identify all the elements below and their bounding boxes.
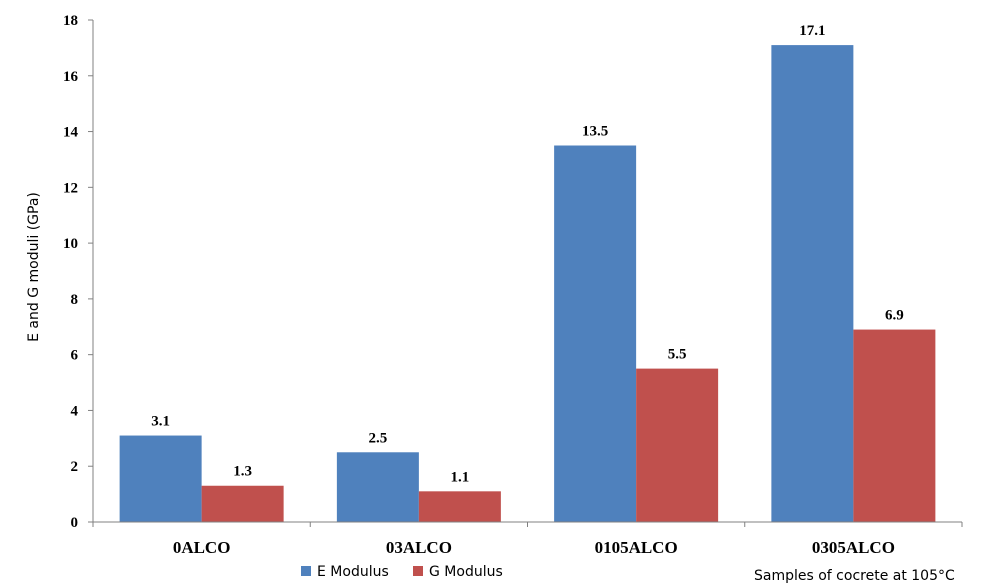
data-label-g-modulus: 1.3	[233, 464, 252, 480]
bar-g-modulus	[853, 329, 936, 522]
bar-g-modulus	[418, 491, 501, 522]
data-label-g-modulus: 6.9	[885, 308, 904, 324]
bar-g-modulus	[201, 485, 284, 522]
y-tick-label: 14	[63, 125, 79, 141]
x-axis: 0ALCO 03ALCO 0105ALCO 0305ALCO	[92, 521, 963, 557]
x-tick-label: 03ALCO	[386, 538, 452, 557]
data-label-e-modulus: 2.5	[369, 430, 388, 446]
x-tick-label: 0305ALCO	[812, 538, 895, 557]
data-label-g-modulus: 1.1	[451, 469, 470, 485]
y-tick-label: 2	[71, 459, 79, 475]
y-tick-label: 16	[63, 69, 79, 85]
y-axis: 0 2 4 6 8 10 12 14 16 18	[63, 13, 94, 531]
y-tick-label: 10	[63, 236, 78, 252]
legend-swatch-g-modulus	[413, 566, 423, 576]
y-tick-label: 6	[71, 348, 79, 364]
y-tick-label: 0	[71, 515, 79, 531]
y-tick-label: 8	[71, 292, 79, 308]
y-tick-label: 4	[71, 403, 79, 419]
bar-g-modulus	[636, 368, 719, 522]
y-tick-label: 12	[63, 180, 78, 196]
x-axis-title: Samples of cocrete at 105°C	[754, 568, 955, 584]
bar-e-modulus	[336, 452, 419, 522]
legend-label-g-modulus: G Modulus	[429, 564, 503, 580]
data-label-e-modulus: 13.5	[582, 124, 608, 140]
bar-e-modulus	[119, 435, 202, 522]
data-label-e-modulus: 3.1	[151, 414, 170, 430]
x-tick-label: 0105ALCO	[595, 538, 678, 557]
legend: E Modulus G Modulus	[301, 564, 503, 580]
data-labels: 3.1 1.3 2.5 1.1 13.5 5.5 17.1 6.9	[151, 23, 904, 485]
legend-swatch-e-modulus	[301, 566, 311, 576]
data-label-g-modulus: 5.5	[668, 347, 687, 363]
x-tick-label: 0ALCO	[173, 538, 231, 557]
bars	[119, 45, 936, 522]
y-axis-title: E and G moduli (GPa)	[26, 192, 42, 342]
bar-e-modulus	[771, 45, 854, 522]
legend-label-e-modulus: E Modulus	[317, 564, 389, 580]
data-label-e-modulus: 17.1	[799, 23, 825, 39]
y-tick-label: 18	[63, 13, 78, 29]
bar-e-modulus	[554, 145, 637, 522]
